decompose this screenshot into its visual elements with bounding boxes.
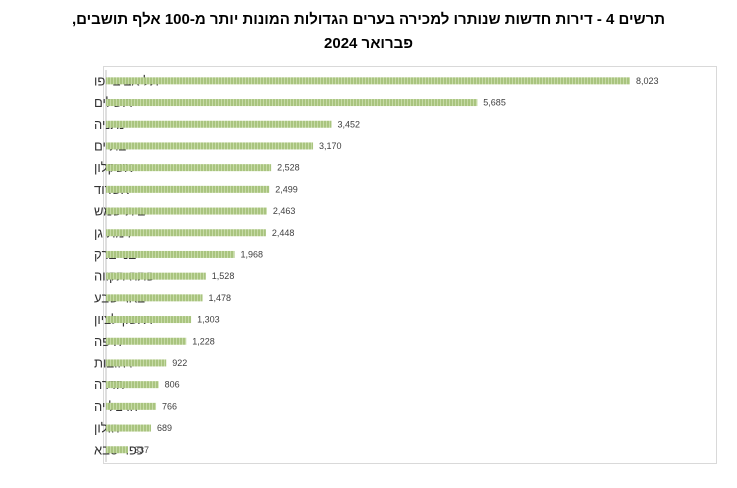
bar (106, 316, 192, 324)
data-label: 766 (162, 401, 177, 411)
data-label: 922 (172, 358, 187, 368)
bar (106, 120, 332, 128)
bar (106, 207, 267, 215)
chart-title-block: תרשים 4 - דירות חדשות שנותרו למכירה בערי… (0, 8, 737, 56)
plot-area-frame (103, 66, 717, 464)
bar (106, 164, 272, 172)
data-label: 8,023 (636, 76, 659, 86)
data-label: 689 (157, 423, 172, 433)
bar (106, 77, 630, 85)
bar (106, 229, 266, 237)
data-label: 2,528 (277, 163, 300, 173)
data-label: 5,685 (483, 98, 506, 108)
bar (106, 424, 152, 432)
bar (106, 142, 314, 150)
data-label: 1,968 (241, 249, 264, 259)
chart-title: תרשים 4 - דירות חדשות שנותרו למכירה בערי… (71, 11, 666, 28)
bar (106, 446, 129, 454)
data-label: 1,478 (209, 293, 232, 303)
bar (106, 272, 206, 280)
data-label: 2,448 (272, 228, 295, 238)
data-label: 1,528 (212, 271, 235, 281)
bar (106, 99, 478, 107)
bar (106, 250, 235, 258)
bar (106, 337, 187, 345)
data-label: 1,228 (192, 336, 215, 346)
data-label: 3,452 (337, 119, 360, 129)
data-label: 2,463 (273, 206, 296, 216)
bar (106, 359, 167, 367)
bar (106, 381, 159, 389)
bars-layer: תל אביב-יפו8,023ירושלים5,685נתניה3,452בת… (94, 73, 659, 457)
data-label: 337 (134, 445, 149, 455)
data-label: 3,170 (319, 141, 342, 151)
data-label: 2,499 (275, 184, 298, 194)
data-label: 806 (165, 380, 180, 390)
bar (106, 185, 270, 193)
chart-subtitle: פברואר 2024 (324, 35, 413, 52)
bar (106, 294, 203, 302)
data-label: 1,303 (197, 315, 220, 325)
bar (106, 402, 157, 410)
